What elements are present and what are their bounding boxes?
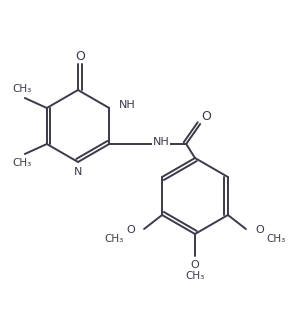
Text: O: O: [75, 49, 85, 63]
Text: CH₃: CH₃: [266, 234, 285, 244]
Text: CH₃: CH₃: [105, 234, 124, 244]
Text: O: O: [255, 225, 264, 235]
Text: N: N: [74, 167, 82, 177]
Text: O: O: [191, 260, 200, 270]
Text: CH₃: CH₃: [12, 158, 31, 168]
Text: CH₃: CH₃: [12, 84, 31, 94]
Text: O: O: [201, 109, 211, 123]
Text: O: O: [126, 225, 135, 235]
Text: CH₃: CH₃: [185, 271, 205, 281]
Text: NH: NH: [119, 100, 136, 110]
Text: NH: NH: [153, 137, 170, 147]
